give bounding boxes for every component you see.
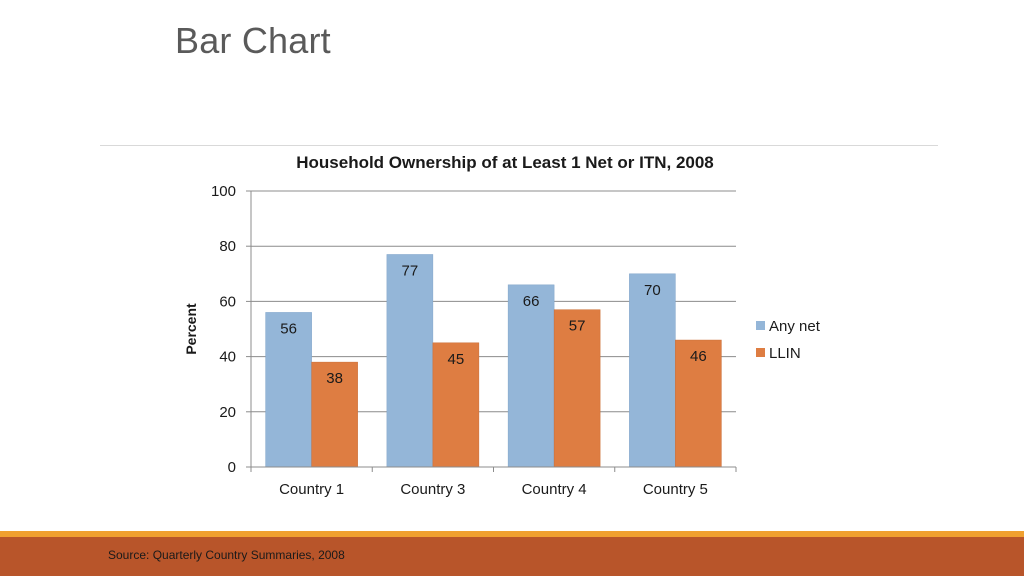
y-tick-label: 40 xyxy=(219,349,236,366)
x-tick-label: Country 3 xyxy=(400,481,465,498)
data-labels: 56 38 77 45 66 57 70 46 xyxy=(280,262,706,387)
data-label: 57 xyxy=(569,318,586,335)
footer-accent-line xyxy=(0,531,1024,537)
y-tick-label: 100 xyxy=(211,183,236,200)
data-label: 38 xyxy=(326,370,343,387)
y-tick-label: 20 xyxy=(219,404,236,421)
source-note: Source: Quarterly Country Summaries, 200… xyxy=(108,548,345,562)
bar-any-net xyxy=(629,273,676,468)
legend-label: LLIN xyxy=(769,345,801,362)
chart-title: Household Ownership of at Least 1 Net or… xyxy=(296,153,714,172)
bar-any-net xyxy=(386,254,434,468)
data-label: 45 xyxy=(448,351,465,368)
bars xyxy=(265,254,722,468)
x-tick-label: Country 4 xyxy=(522,481,587,498)
y-tick-label: 0 xyxy=(228,459,236,476)
bar-llin xyxy=(311,361,358,468)
x-tick-label: Country 5 xyxy=(643,481,708,498)
legend-label: Any net xyxy=(769,318,821,335)
data-label: 66 xyxy=(523,293,540,310)
bar-any-net xyxy=(507,284,555,468)
legend: Any net LLIN xyxy=(756,318,821,362)
bar-llin xyxy=(553,309,601,468)
data-label: 46 xyxy=(690,348,707,365)
legend-swatch xyxy=(756,348,765,357)
title-divider xyxy=(100,145,938,146)
y-tick-label: 80 xyxy=(219,238,236,255)
y-axis-label: Percent xyxy=(183,303,199,355)
data-label: 56 xyxy=(280,320,297,337)
x-tick-label: Country 1 xyxy=(279,481,344,498)
bar-llin xyxy=(432,342,480,468)
footer-bar: Source: Quarterly Country Summaries, 200… xyxy=(0,537,1024,576)
axes: 0 20 40 60 80 100 Country 1 Country 3 Country 4 C… xyxy=(211,183,737,498)
data-label: 77 xyxy=(402,262,419,279)
y-tick-label: 60 xyxy=(219,293,236,310)
legend-swatch xyxy=(756,321,765,330)
data-label: 70 xyxy=(644,282,661,299)
slide-title: Bar Chart xyxy=(175,20,331,61)
bar-chart: Household Ownership of at Least 1 Net or… xyxy=(183,153,821,498)
bar-llin xyxy=(675,339,722,468)
